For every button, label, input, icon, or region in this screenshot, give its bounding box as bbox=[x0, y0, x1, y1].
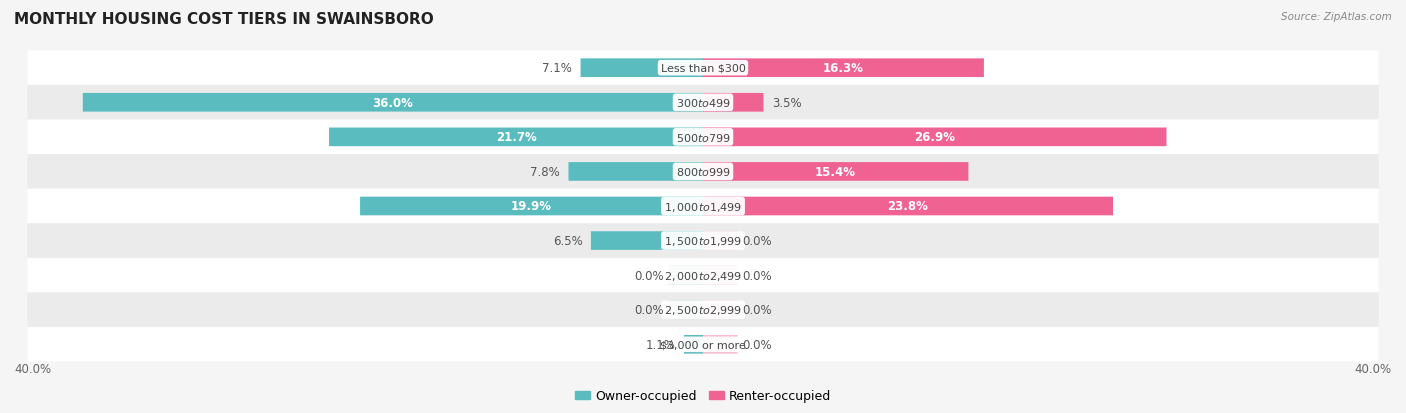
FancyBboxPatch shape bbox=[28, 120, 1378, 155]
FancyBboxPatch shape bbox=[329, 128, 703, 147]
FancyBboxPatch shape bbox=[28, 155, 1378, 189]
FancyBboxPatch shape bbox=[83, 94, 703, 112]
Text: 0.0%: 0.0% bbox=[742, 338, 772, 351]
FancyBboxPatch shape bbox=[703, 94, 763, 112]
FancyBboxPatch shape bbox=[28, 258, 1378, 293]
Text: 1.1%: 1.1% bbox=[645, 338, 675, 351]
FancyBboxPatch shape bbox=[28, 293, 1378, 327]
FancyBboxPatch shape bbox=[568, 163, 703, 181]
FancyBboxPatch shape bbox=[703, 266, 738, 285]
FancyBboxPatch shape bbox=[28, 224, 1378, 258]
Text: 21.7%: 21.7% bbox=[496, 131, 537, 144]
Text: 0.0%: 0.0% bbox=[742, 235, 772, 247]
Text: $300 to $499: $300 to $499 bbox=[675, 97, 731, 109]
Text: 0.0%: 0.0% bbox=[634, 304, 664, 316]
FancyBboxPatch shape bbox=[668, 266, 703, 285]
FancyBboxPatch shape bbox=[703, 232, 738, 250]
Text: 26.9%: 26.9% bbox=[914, 131, 955, 144]
Text: $1,500 to $1,999: $1,500 to $1,999 bbox=[664, 235, 742, 247]
FancyBboxPatch shape bbox=[703, 301, 738, 319]
FancyBboxPatch shape bbox=[581, 59, 703, 78]
FancyBboxPatch shape bbox=[28, 327, 1378, 362]
Text: 0.0%: 0.0% bbox=[742, 304, 772, 316]
Text: 23.8%: 23.8% bbox=[887, 200, 928, 213]
Legend: Owner-occupied, Renter-occupied: Owner-occupied, Renter-occupied bbox=[569, 385, 837, 408]
Text: 19.9%: 19.9% bbox=[512, 200, 553, 213]
Text: MONTHLY HOUSING COST TIERS IN SWAINSBORO: MONTHLY HOUSING COST TIERS IN SWAINSBORO bbox=[14, 12, 434, 27]
Text: Source: ZipAtlas.com: Source: ZipAtlas.com bbox=[1281, 12, 1392, 22]
Text: 15.4%: 15.4% bbox=[815, 166, 856, 178]
Text: 0.0%: 0.0% bbox=[634, 269, 664, 282]
Text: 36.0%: 36.0% bbox=[373, 97, 413, 109]
Text: $3,000 or more: $3,000 or more bbox=[661, 339, 745, 349]
Text: 6.5%: 6.5% bbox=[553, 235, 582, 247]
Text: $800 to $999: $800 to $999 bbox=[675, 166, 731, 178]
FancyBboxPatch shape bbox=[28, 86, 1378, 120]
FancyBboxPatch shape bbox=[703, 59, 984, 78]
FancyBboxPatch shape bbox=[28, 51, 1378, 86]
Text: 16.3%: 16.3% bbox=[823, 62, 863, 75]
FancyBboxPatch shape bbox=[683, 335, 703, 354]
FancyBboxPatch shape bbox=[703, 197, 1114, 216]
Text: $2,500 to $2,999: $2,500 to $2,999 bbox=[664, 304, 742, 316]
FancyBboxPatch shape bbox=[668, 301, 703, 319]
FancyBboxPatch shape bbox=[703, 128, 1167, 147]
Text: 40.0%: 40.0% bbox=[1355, 362, 1392, 375]
Text: $500 to $799: $500 to $799 bbox=[675, 131, 731, 143]
FancyBboxPatch shape bbox=[360, 197, 703, 216]
FancyBboxPatch shape bbox=[703, 335, 738, 354]
FancyBboxPatch shape bbox=[703, 163, 969, 181]
Text: $1,000 to $1,499: $1,000 to $1,499 bbox=[664, 200, 742, 213]
Text: 0.0%: 0.0% bbox=[742, 269, 772, 282]
Text: 40.0%: 40.0% bbox=[14, 362, 51, 375]
Text: 7.8%: 7.8% bbox=[530, 166, 560, 178]
Text: Less than $300: Less than $300 bbox=[661, 64, 745, 74]
Text: 3.5%: 3.5% bbox=[772, 97, 801, 109]
FancyBboxPatch shape bbox=[591, 232, 703, 250]
FancyBboxPatch shape bbox=[28, 189, 1378, 224]
Text: 7.1%: 7.1% bbox=[543, 62, 572, 75]
Text: $2,000 to $2,499: $2,000 to $2,499 bbox=[664, 269, 742, 282]
